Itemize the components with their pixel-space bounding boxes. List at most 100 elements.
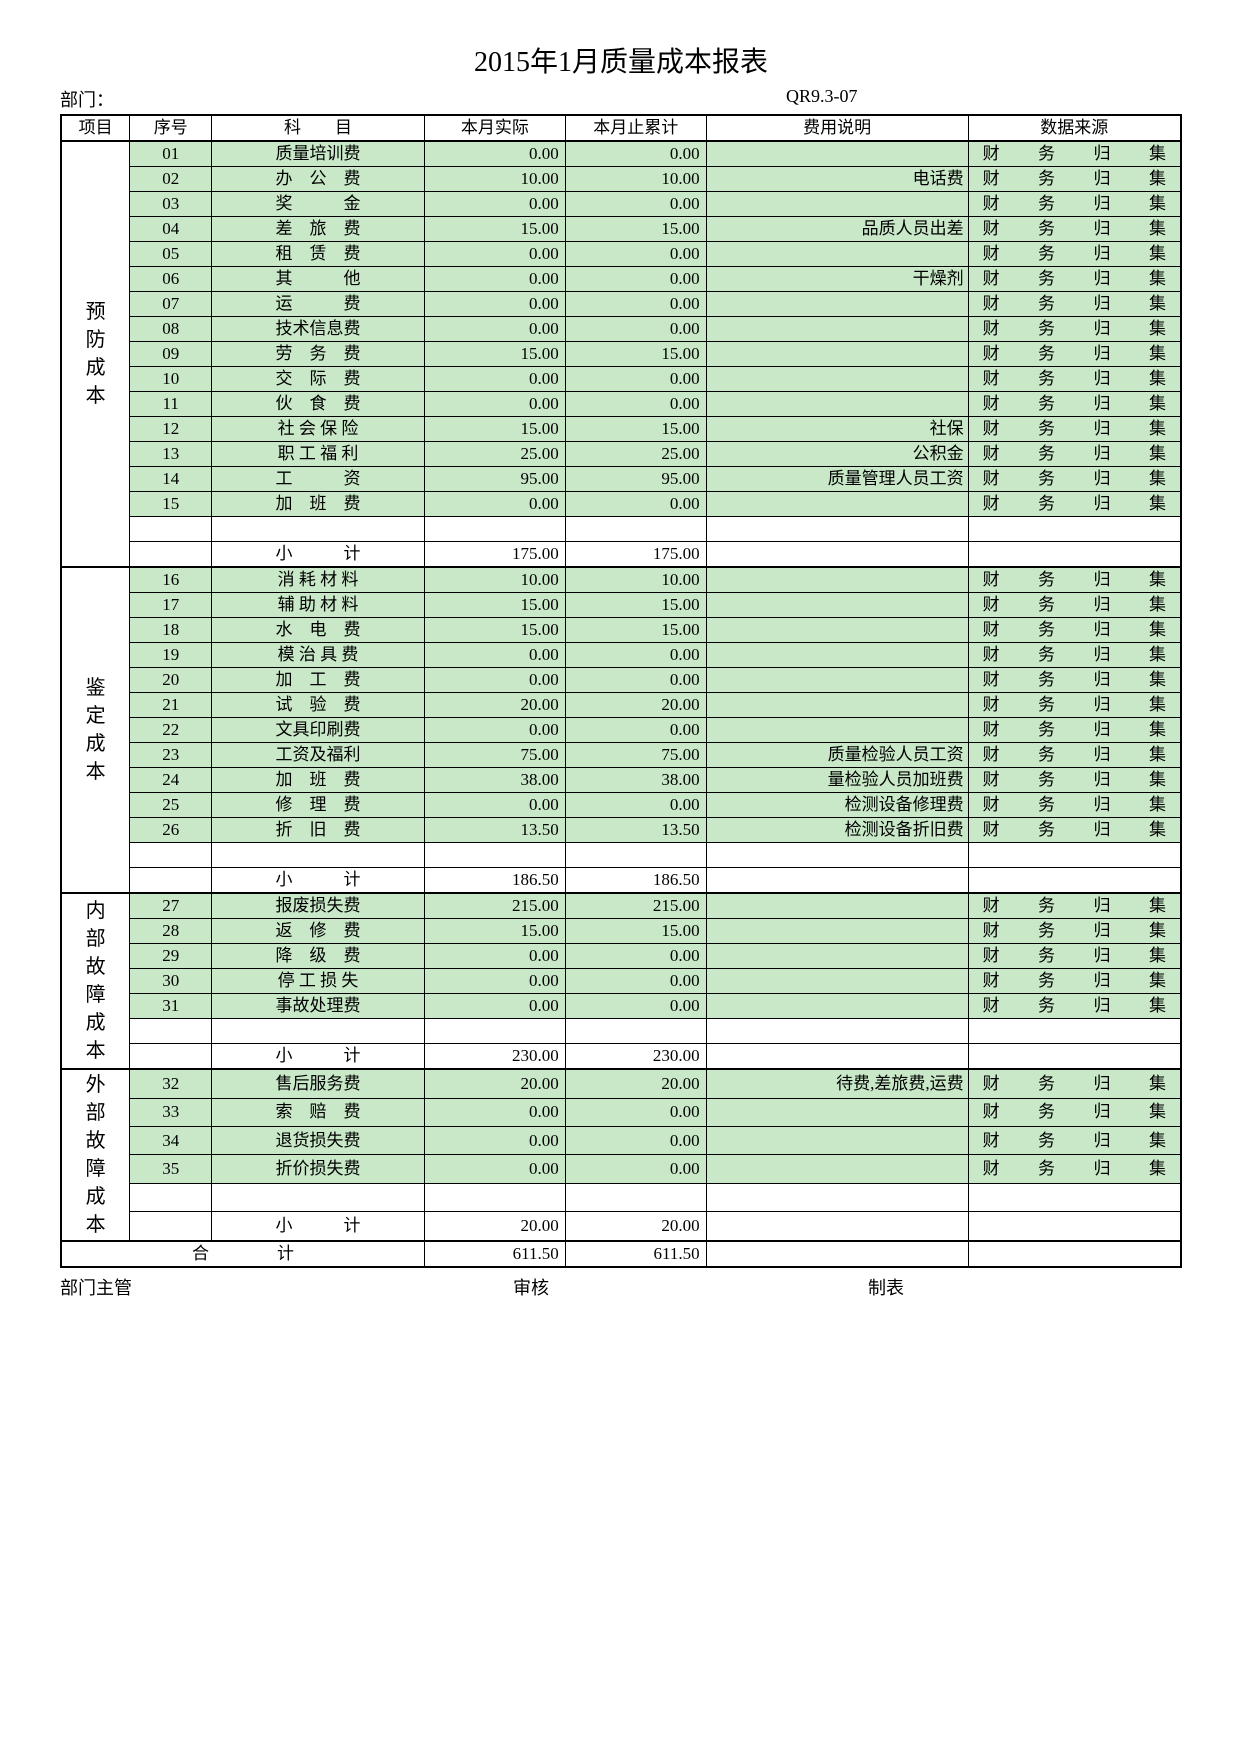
- cell-subject: 技术信息费: [212, 317, 425, 342]
- cell-subject: 交 际 费: [212, 367, 425, 392]
- cell-desc: [706, 969, 968, 994]
- cell-subject: 工 资: [212, 467, 425, 492]
- cell-source: 财务归集: [968, 1069, 1181, 1098]
- cell-cumulative: 0.00: [565, 969, 706, 994]
- table-row: 外部故障成本32售后服务费20.0020.00待费,差旅费,运费财务归集: [61, 1069, 1181, 1098]
- cell-actual: 0.00: [424, 793, 565, 818]
- section-label: 预防成本: [61, 141, 130, 567]
- cell-subject: 奖 金: [212, 192, 425, 217]
- cell-actual: 0.00: [424, 317, 565, 342]
- cell-desc: [706, 944, 968, 969]
- cell-subject: 文具印刷费: [212, 718, 425, 743]
- cell-source: 财务归集: [968, 618, 1181, 643]
- table-row: 23工资及福利75.0075.00质量检验人员工资财务归集: [61, 743, 1181, 768]
- table-row: 07运 费0.000.00财务归集: [61, 292, 1181, 317]
- hdr-project: 项目: [61, 115, 130, 141]
- cell-cumulative: 20.00: [565, 1069, 706, 1098]
- cell-desc: 品质人员出差: [706, 217, 968, 242]
- cell-subject: 职 工 福 利: [212, 442, 425, 467]
- cell-subject: 降 级 费: [212, 944, 425, 969]
- cell-desc: 检测设备修理费: [706, 793, 968, 818]
- cell-source: 财务归集: [968, 593, 1181, 618]
- footer-preparer: 制表: [688, 1274, 1182, 1300]
- hdr-cumulative: 本月止累计: [565, 115, 706, 141]
- cell-seq: 17: [130, 593, 212, 618]
- cell-source: 财务归集: [968, 944, 1181, 969]
- cell-actual: 25.00: [424, 442, 565, 467]
- cell-actual: 0.00: [424, 367, 565, 392]
- cell-subject: 索 赔 费: [212, 1098, 425, 1126]
- cell-subject: 工资及福利: [212, 743, 425, 768]
- subtotal-row: 小 计20.0020.00: [61, 1212, 1181, 1241]
- table-row: 05租 赁 费0.000.00财务归集: [61, 242, 1181, 267]
- cell-seq: 34: [130, 1127, 212, 1155]
- cell-desc: [706, 292, 968, 317]
- cell-subject: 退货损失费: [212, 1127, 425, 1155]
- table-row: 35折价损失费0.000.00财务归集: [61, 1155, 1181, 1183]
- cell-cumulative: 13.50: [565, 818, 706, 843]
- cell-subject: 辅 助 材 料: [212, 593, 425, 618]
- cell-source: 财务归集: [968, 467, 1181, 492]
- cell-cumulative: 0.00: [565, 1098, 706, 1126]
- cell-cumulative: 75.00: [565, 743, 706, 768]
- cell-actual: 0.00: [424, 492, 565, 517]
- cell-actual: 10.00: [424, 167, 565, 192]
- subtotal-row: 小 计186.50186.50: [61, 868, 1181, 894]
- blank-row: [61, 517, 1181, 542]
- cell-desc: [706, 1098, 968, 1126]
- cell-subject: 运 费: [212, 292, 425, 317]
- cell-source: 财务归集: [968, 167, 1181, 192]
- cell-cumulative: 0.00: [565, 267, 706, 292]
- subtotal-row: 小 计230.00230.00: [61, 1044, 1181, 1070]
- cell-actual: 0.00: [424, 969, 565, 994]
- cell-cumulative: 15.00: [565, 593, 706, 618]
- cell-cumulative: 15.00: [565, 217, 706, 242]
- table-row: 18水 电 费15.0015.00财务归集: [61, 618, 1181, 643]
- cell-source: 财务归集: [968, 793, 1181, 818]
- cell-source: 财务归集: [968, 567, 1181, 593]
- cell-seq: 07: [130, 292, 212, 317]
- cell-subject: 修 理 费: [212, 793, 425, 818]
- cell-subject: 售后服务费: [212, 1069, 425, 1098]
- cell-seq: 06: [130, 267, 212, 292]
- cell-cumulative: 95.00: [565, 467, 706, 492]
- cell-desc: [706, 1127, 968, 1155]
- table-row: 34退货损失费0.000.00财务归集: [61, 1127, 1181, 1155]
- cell-subject: 折 旧 费: [212, 818, 425, 843]
- cell-source: 财务归集: [968, 141, 1181, 167]
- table-row: 26折 旧 费13.5013.50检测设备折旧费财务归集: [61, 818, 1181, 843]
- cell-subject: 报废损失费: [212, 893, 425, 919]
- cell-desc: [706, 141, 968, 167]
- cell-actual: 15.00: [424, 593, 565, 618]
- cell-seq: 04: [130, 217, 212, 242]
- form-number: QR9.3-07: [456, 86, 1182, 112]
- cell-cumulative: 15.00: [565, 919, 706, 944]
- cell-desc: [706, 367, 968, 392]
- cell-seq: 03: [130, 192, 212, 217]
- cell-actual: 20.00: [424, 1069, 565, 1098]
- hdr-source: 数据来源: [968, 115, 1181, 141]
- table-row: 09劳 务 费15.0015.00财务归集: [61, 342, 1181, 367]
- cell-subject: 模 治 具 费: [212, 643, 425, 668]
- cell-cumulative: 15.00: [565, 342, 706, 367]
- cell-source: 财务归集: [968, 192, 1181, 217]
- cell-source: 财务归集: [968, 718, 1181, 743]
- cell-actual: 15.00: [424, 618, 565, 643]
- cell-desc: 电话费: [706, 167, 968, 192]
- grand-total-row: 合 计611.50611.50: [61, 1241, 1181, 1267]
- cell-cumulative: 0.00: [565, 492, 706, 517]
- table-row: 22文具印刷费0.000.00财务归集: [61, 718, 1181, 743]
- cell-seq: 23: [130, 743, 212, 768]
- hdr-actual: 本月实际: [424, 115, 565, 141]
- cell-subject: 试 验 费: [212, 693, 425, 718]
- cell-subject: 消 耗 材 料: [212, 567, 425, 593]
- cell-source: 财务归集: [968, 693, 1181, 718]
- cell-actual: 0.00: [424, 141, 565, 167]
- cell-subject: 加 工 费: [212, 668, 425, 693]
- table-row: 17辅 助 材 料15.0015.00财务归集: [61, 593, 1181, 618]
- cell-desc: 质量检验人员工资: [706, 743, 968, 768]
- cell-actual: 0.00: [424, 944, 565, 969]
- cell-seq: 11: [130, 392, 212, 417]
- table-row: 04差 旅 费15.0015.00品质人员出差财务归集: [61, 217, 1181, 242]
- cell-cumulative: 0.00: [565, 944, 706, 969]
